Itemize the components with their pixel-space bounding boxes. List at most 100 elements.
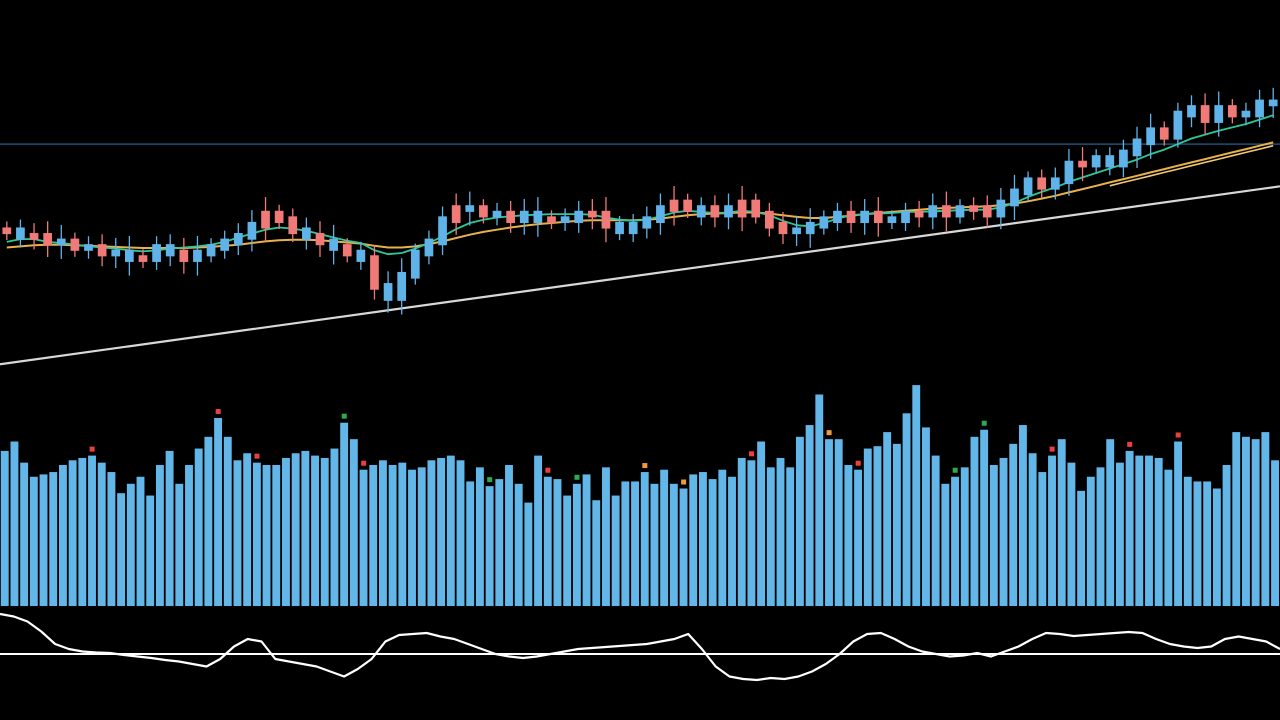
volume-bar <box>708 479 717 606</box>
volume-bar <box>1212 488 1221 606</box>
candle-up <box>1255 99 1264 118</box>
volume-bar <box>592 500 601 606</box>
candle-down <box>179 249 189 262</box>
volume-bar <box>495 479 504 606</box>
volume-bar <box>941 483 950 606</box>
volume-panel <box>0 385 1279 606</box>
volume-bar <box>650 483 659 606</box>
candle-down <box>2 227 12 235</box>
volume-bar <box>543 476 552 606</box>
volume-bar <box>1222 465 1231 606</box>
candle-down <box>29 233 39 240</box>
volume-bar <box>766 467 775 606</box>
volume-bar <box>272 465 281 606</box>
volume-bar <box>757 441 766 606</box>
volume-bar <box>786 467 795 606</box>
volume-bar <box>854 469 863 606</box>
volume-bar <box>378 460 387 606</box>
candle-up <box>819 216 829 229</box>
candle-down <box>683 199 693 212</box>
volume-bar <box>330 448 339 606</box>
candle-down <box>261 210 270 229</box>
volume-bar <box>417 467 426 606</box>
candle-up <box>887 216 897 224</box>
volume-bar <box>340 422 349 606</box>
candle-up <box>901 210 910 224</box>
candle-down <box>1227 105 1237 118</box>
volume-bar <box>572 483 581 606</box>
volume-bar <box>795 436 804 606</box>
volume-bar <box>165 450 174 606</box>
volume-bar <box>427 460 436 606</box>
candle-down <box>737 199 747 218</box>
volume-marker <box>642 463 648 469</box>
volume-bar <box>107 472 116 606</box>
candle-up <box>1173 110 1183 140</box>
candle-up <box>1146 127 1155 146</box>
candle-up <box>860 210 870 224</box>
volume-marker <box>749 451 755 457</box>
candle-down <box>342 244 352 257</box>
candle-down <box>274 210 284 224</box>
volume-marker <box>1049 446 1055 452</box>
volume-bar <box>737 457 746 606</box>
volume-bar <box>49 472 58 606</box>
volume-bar <box>747 460 756 606</box>
candle-down <box>451 205 461 224</box>
candle-down <box>1078 160 1087 168</box>
volume-bar <box>88 455 96 606</box>
candle-up <box>383 283 393 301</box>
candle-up <box>628 221 638 235</box>
candle-up <box>1064 160 1074 185</box>
candle-up <box>247 221 257 240</box>
candle-down <box>942 205 951 218</box>
candle-up <box>329 238 338 251</box>
volume-bar <box>611 495 620 606</box>
candle-up <box>410 249 420 279</box>
volume-bar <box>669 483 678 606</box>
volume-bar <box>922 427 930 606</box>
candle-up <box>465 205 475 212</box>
candle-up <box>1010 188 1019 207</box>
volume-bar <box>980 429 989 606</box>
candle-down <box>479 205 488 218</box>
volume-bar <box>931 455 940 606</box>
volume-bar <box>1242 436 1250 606</box>
candle-up <box>1187 105 1196 118</box>
candle-down <box>669 199 679 212</box>
candle-down <box>982 205 992 218</box>
oscillator-line <box>0 612 1280 682</box>
volume-bar <box>1086 476 1095 606</box>
candle-down <box>97 244 107 257</box>
volume-bar <box>640 472 649 606</box>
volume-bar <box>233 460 242 606</box>
candle-down <box>846 210 856 224</box>
candle-up <box>84 244 93 251</box>
volume-bar <box>902 413 911 606</box>
volume-bar <box>1028 453 1037 606</box>
trendline-group <box>0 185 1280 366</box>
volume-bar <box>970 436 979 606</box>
volume-bar <box>524 502 533 606</box>
volume-marker <box>981 420 987 426</box>
volume-bar <box>1154 457 1163 606</box>
volume-bar <box>311 455 319 606</box>
candle-up <box>1214 105 1224 123</box>
candle-up <box>302 227 311 240</box>
moving-average-slowest <box>1109 144 1274 187</box>
volume-bar <box>1145 455 1153 606</box>
candle-up <box>1241 110 1251 118</box>
volume-bar <box>679 488 688 606</box>
candle-up <box>397 271 407 301</box>
candle-up <box>438 216 447 246</box>
moving-averages <box>6 114 1274 256</box>
candle-up <box>519 210 529 224</box>
candle-up <box>615 221 624 235</box>
candle-down <box>547 216 556 224</box>
volume-bar <box>960 467 969 606</box>
candle-up <box>16 227 25 240</box>
volume-bar <box>388 465 397 606</box>
volume-bar <box>136 476 145 606</box>
candle-down <box>1159 127 1169 140</box>
